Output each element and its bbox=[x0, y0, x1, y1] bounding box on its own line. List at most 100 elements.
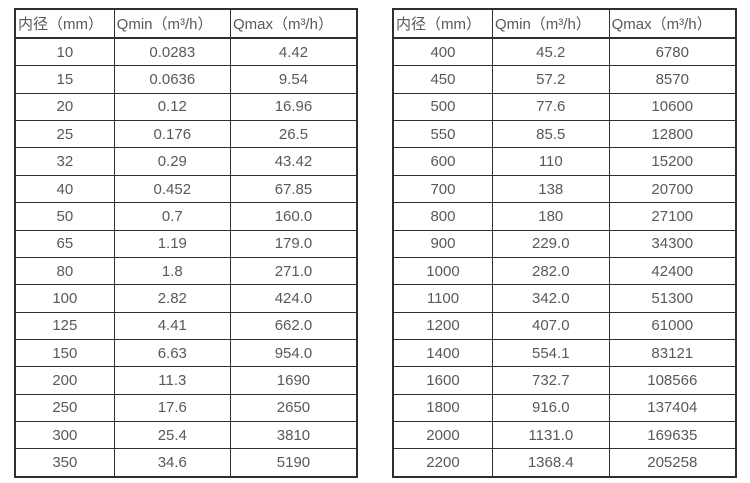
table-cell: 2650 bbox=[229, 393, 358, 423]
table-cell: 250 bbox=[14, 393, 115, 423]
table-cell: 1400 bbox=[392, 338, 493, 368]
table-cell: 67.85 bbox=[229, 174, 358, 204]
table-cell: 80 bbox=[14, 256, 115, 286]
table-cell: 1.8 bbox=[113, 256, 231, 286]
table-row: 1100 342.0 51300 bbox=[392, 284, 737, 313]
table-cell: 8570 bbox=[608, 65, 737, 94]
table-cell: 732.7 bbox=[491, 366, 610, 395]
table-cell: 1131.0 bbox=[491, 421, 610, 450]
table-cell: 50 bbox=[14, 202, 115, 231]
table-cell: 32 bbox=[14, 147, 115, 176]
table-row: 65 1.19 179.0 bbox=[14, 229, 358, 258]
table-row: 40 0.452 67.85 bbox=[14, 174, 358, 204]
table-row: 550 85.5 12800 bbox=[392, 120, 737, 149]
table-cell: 282.0 bbox=[491, 256, 610, 286]
table-cell: 342.0 bbox=[491, 284, 610, 313]
table-cell: 229.0 bbox=[491, 229, 610, 258]
table-row: 700 138 20700 bbox=[392, 174, 737, 204]
table-cell: 6780 bbox=[608, 37, 737, 67]
table-cell: 15200 bbox=[608, 147, 737, 176]
table-cell: 6.63 bbox=[113, 338, 231, 368]
table-cell: 300 bbox=[14, 421, 115, 450]
table-cell: 0.176 bbox=[113, 120, 231, 149]
column-header: Qmax（m³/h） bbox=[608, 8, 737, 39]
table-row: 800 180 27100 bbox=[392, 202, 737, 231]
table-cell: 600 bbox=[392, 147, 493, 176]
table-cell: 554.1 bbox=[491, 338, 610, 368]
table-cell: 11.3 bbox=[113, 366, 231, 395]
column-header: 内径（mm） bbox=[392, 8, 493, 39]
table-cell: 137404 bbox=[608, 393, 737, 423]
table-row: 20 0.12 16.96 bbox=[14, 92, 358, 122]
table-cell: 2000 bbox=[392, 421, 493, 450]
table-cell: 10 bbox=[14, 37, 115, 67]
table-cell: 900 bbox=[392, 229, 493, 258]
table-cell: 0.0636 bbox=[113, 65, 231, 94]
table-cell: 0.0283 bbox=[113, 37, 231, 67]
table-row: 1600 732.7 108566 bbox=[392, 366, 737, 395]
table-cell: 138 bbox=[491, 174, 610, 204]
table-row: 80 1.8 271.0 bbox=[14, 256, 358, 286]
table-cell: 180 bbox=[491, 202, 610, 231]
table-row: 15 0.0636 9.54 bbox=[14, 65, 358, 94]
table-cell: 15 bbox=[14, 65, 115, 94]
table-cell: 400 bbox=[392, 37, 493, 67]
table-row: 500 77.6 10600 bbox=[392, 92, 737, 122]
table-cell: 200 bbox=[14, 366, 115, 395]
table-cell: 57.2 bbox=[491, 65, 610, 94]
table-row: 350 34.6 5190 bbox=[14, 448, 358, 478]
table-cell: 700 bbox=[392, 174, 493, 204]
table-cell: 25.4 bbox=[113, 421, 231, 450]
header-row: 内径（mm） Qmin（m³/h） Qmax（m³/h） bbox=[14, 8, 358, 39]
table-cell: 12800 bbox=[608, 120, 737, 149]
table-cell: 51300 bbox=[608, 284, 737, 313]
table-row: 32 0.29 43.42 bbox=[14, 147, 358, 176]
table-cell: 169635 bbox=[608, 421, 737, 450]
table-row: 900 229.0 34300 bbox=[392, 229, 737, 258]
table-row: 1400 554.1 83121 bbox=[392, 338, 737, 368]
table-cell: 83121 bbox=[608, 338, 737, 368]
table-cell: 1690 bbox=[229, 366, 358, 395]
table-cell: 9.54 bbox=[229, 65, 358, 94]
flow-rate-table-small-diameters: 内径（mm） Qmin（m³/h） Qmax（m³/h） 10 0.0283 4.42 1… bbox=[14, 8, 358, 478]
table-cell: 108566 bbox=[608, 366, 737, 395]
table-cell: 550 bbox=[392, 120, 493, 149]
table-cell: 45.2 bbox=[491, 37, 610, 67]
table-row: 1000 282.0 42400 bbox=[392, 256, 737, 286]
table-cell: 100 bbox=[14, 284, 115, 313]
table-cell: 17.6 bbox=[113, 393, 231, 423]
table-cell: 954.0 bbox=[229, 338, 358, 368]
table-row: 1200 407.0 61000 bbox=[392, 311, 737, 340]
table-cell: 4.41 bbox=[113, 311, 231, 340]
table-cell: 16.96 bbox=[229, 92, 358, 122]
table-cell: 26.5 bbox=[229, 120, 358, 149]
table-row: 25 0.176 26.5 bbox=[14, 120, 358, 149]
column-header: Qmin（m³/h） bbox=[491, 8, 610, 39]
table-row: 1800 916.0 137404 bbox=[392, 393, 737, 423]
table-cell: 20 bbox=[14, 92, 115, 122]
table-cell: 4.42 bbox=[229, 37, 358, 67]
table-cell: 1600 bbox=[392, 366, 493, 395]
table-cell: 10600 bbox=[608, 92, 737, 122]
table-row: 300 25.4 3810 bbox=[14, 421, 358, 450]
table-row: 10 0.0283 4.42 bbox=[14, 37, 358, 67]
table-row: 50 0.7 160.0 bbox=[14, 202, 358, 231]
header-row: 内径（mm） Qmin（m³/h） Qmax（m³/h） bbox=[392, 8, 737, 39]
table-cell: 27100 bbox=[608, 202, 737, 231]
table-row: 125 4.41 662.0 bbox=[14, 311, 358, 340]
table-cell: 150 bbox=[14, 338, 115, 368]
table-cell: 110 bbox=[491, 147, 610, 176]
table-cell: 407.0 bbox=[491, 311, 610, 340]
table-cell: 0.12 bbox=[113, 92, 231, 122]
table-cell: 40 bbox=[14, 174, 115, 204]
table-row: 400 45.2 6780 bbox=[392, 37, 737, 67]
table-cell: 5190 bbox=[229, 448, 358, 478]
table-cell: 160.0 bbox=[229, 202, 358, 231]
table-cell: 1800 bbox=[392, 393, 493, 423]
table-cell: 25 bbox=[14, 120, 115, 149]
table-cell: 85.5 bbox=[491, 120, 610, 149]
table-cell: 1000 bbox=[392, 256, 493, 286]
table-row: 600 110 15200 bbox=[392, 147, 737, 176]
table-cell: 271.0 bbox=[229, 256, 358, 286]
table-cell: 20700 bbox=[608, 174, 737, 204]
